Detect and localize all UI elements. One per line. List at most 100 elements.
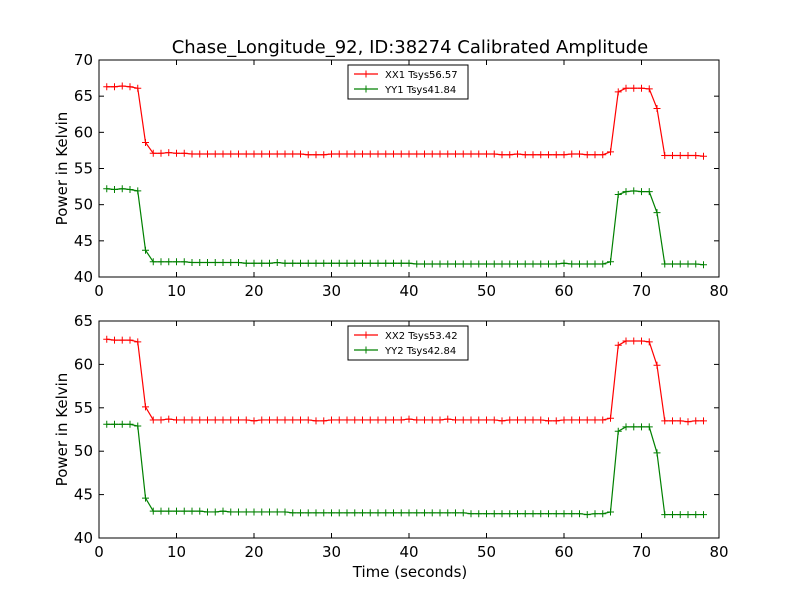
data-point <box>266 150 273 158</box>
x-tick-label: 60 <box>554 543 573 561</box>
data-point <box>149 416 157 424</box>
data-point <box>459 150 467 158</box>
data-point <box>304 416 312 424</box>
x-tick-label: 0 <box>94 282 104 300</box>
data-point <box>475 260 483 268</box>
data-point <box>405 415 413 423</box>
data-point <box>250 508 258 516</box>
data-point <box>103 420 111 428</box>
data-point <box>421 260 428 268</box>
data-point <box>134 422 142 430</box>
data-point <box>576 150 583 158</box>
data-point <box>235 416 242 424</box>
data-point <box>514 150 521 158</box>
y-tick-label: 65 <box>74 312 93 330</box>
data-point <box>118 336 126 344</box>
legend-label: XX1 Tsys56.57 <box>385 70 458 81</box>
data-point <box>157 149 165 157</box>
data-point <box>157 258 165 266</box>
data-point <box>149 149 157 157</box>
data-point <box>103 83 111 91</box>
data-point <box>599 260 607 268</box>
data-point <box>630 337 638 345</box>
data-point <box>118 185 126 193</box>
data-point <box>669 417 676 425</box>
data-point <box>529 260 537 268</box>
data-point <box>173 507 180 515</box>
legend-label: YY1 Tsys41.84 <box>384 85 456 96</box>
data-point <box>366 509 374 517</box>
data-point <box>297 150 304 158</box>
legend-box <box>347 64 469 100</box>
y-axis-label: Power in Kelvin <box>53 112 71 226</box>
data-point <box>250 259 258 267</box>
data-point <box>614 427 622 435</box>
data-point <box>157 507 165 515</box>
data-point <box>390 259 397 267</box>
data-point <box>165 258 173 266</box>
data-point <box>204 259 211 267</box>
data-point <box>490 510 498 518</box>
data-point <box>444 150 452 158</box>
data-point <box>242 416 250 424</box>
data-point <box>359 259 366 267</box>
data-point <box>312 151 320 159</box>
data-point <box>366 259 374 267</box>
data-point <box>692 511 700 519</box>
data-point <box>436 509 444 517</box>
chart-title: Chase_Longitude_92, ID:38274 Calibrated … <box>172 37 649 58</box>
data-point <box>521 260 529 268</box>
data-point <box>583 416 591 424</box>
x-tick-label: 70 <box>632 543 651 561</box>
data-point <box>452 416 459 424</box>
data-point <box>560 510 568 518</box>
data-point <box>506 510 514 518</box>
data-point <box>219 416 227 424</box>
data-point <box>366 416 374 424</box>
data-point <box>211 508 219 516</box>
data-point <box>490 260 498 268</box>
data-point <box>281 259 289 267</box>
data-point <box>436 260 444 268</box>
data-point <box>335 150 343 158</box>
y-tick-label: 60 <box>74 355 93 373</box>
data-point <box>188 259 196 267</box>
data-point <box>390 150 397 158</box>
data-point <box>351 259 359 267</box>
y-tick-label: 40 <box>74 529 93 547</box>
data-point <box>142 494 149 502</box>
data-point <box>568 260 576 268</box>
data-point <box>397 509 405 517</box>
data-point <box>661 511 669 519</box>
data-point <box>211 150 219 158</box>
data-point <box>390 509 397 517</box>
data-point <box>498 417 506 425</box>
data-point <box>545 417 552 425</box>
data-point <box>304 259 312 267</box>
x-tick-label: 40 <box>399 543 418 561</box>
data-point <box>537 510 545 518</box>
data-point <box>630 423 638 431</box>
data-point <box>103 185 111 193</box>
data-point <box>134 84 142 92</box>
x-tick-label: 0 <box>94 543 104 561</box>
data-point <box>591 260 599 268</box>
x-tick-label: 40 <box>399 282 418 300</box>
data-point <box>475 416 483 424</box>
data-point <box>591 510 599 518</box>
data-point <box>483 260 490 268</box>
data-point <box>591 416 599 424</box>
data-point <box>459 416 467 424</box>
data-point <box>266 259 273 267</box>
data-point <box>490 416 498 424</box>
data-point <box>537 416 545 424</box>
data-point <box>467 416 475 424</box>
data-point <box>661 260 669 268</box>
data-point <box>622 423 630 431</box>
data-point <box>459 260 467 268</box>
data-point <box>653 104 661 112</box>
x-tick-label: 80 <box>709 282 728 300</box>
data-point <box>583 260 591 268</box>
data-point <box>614 191 622 199</box>
data-point <box>498 260 506 268</box>
